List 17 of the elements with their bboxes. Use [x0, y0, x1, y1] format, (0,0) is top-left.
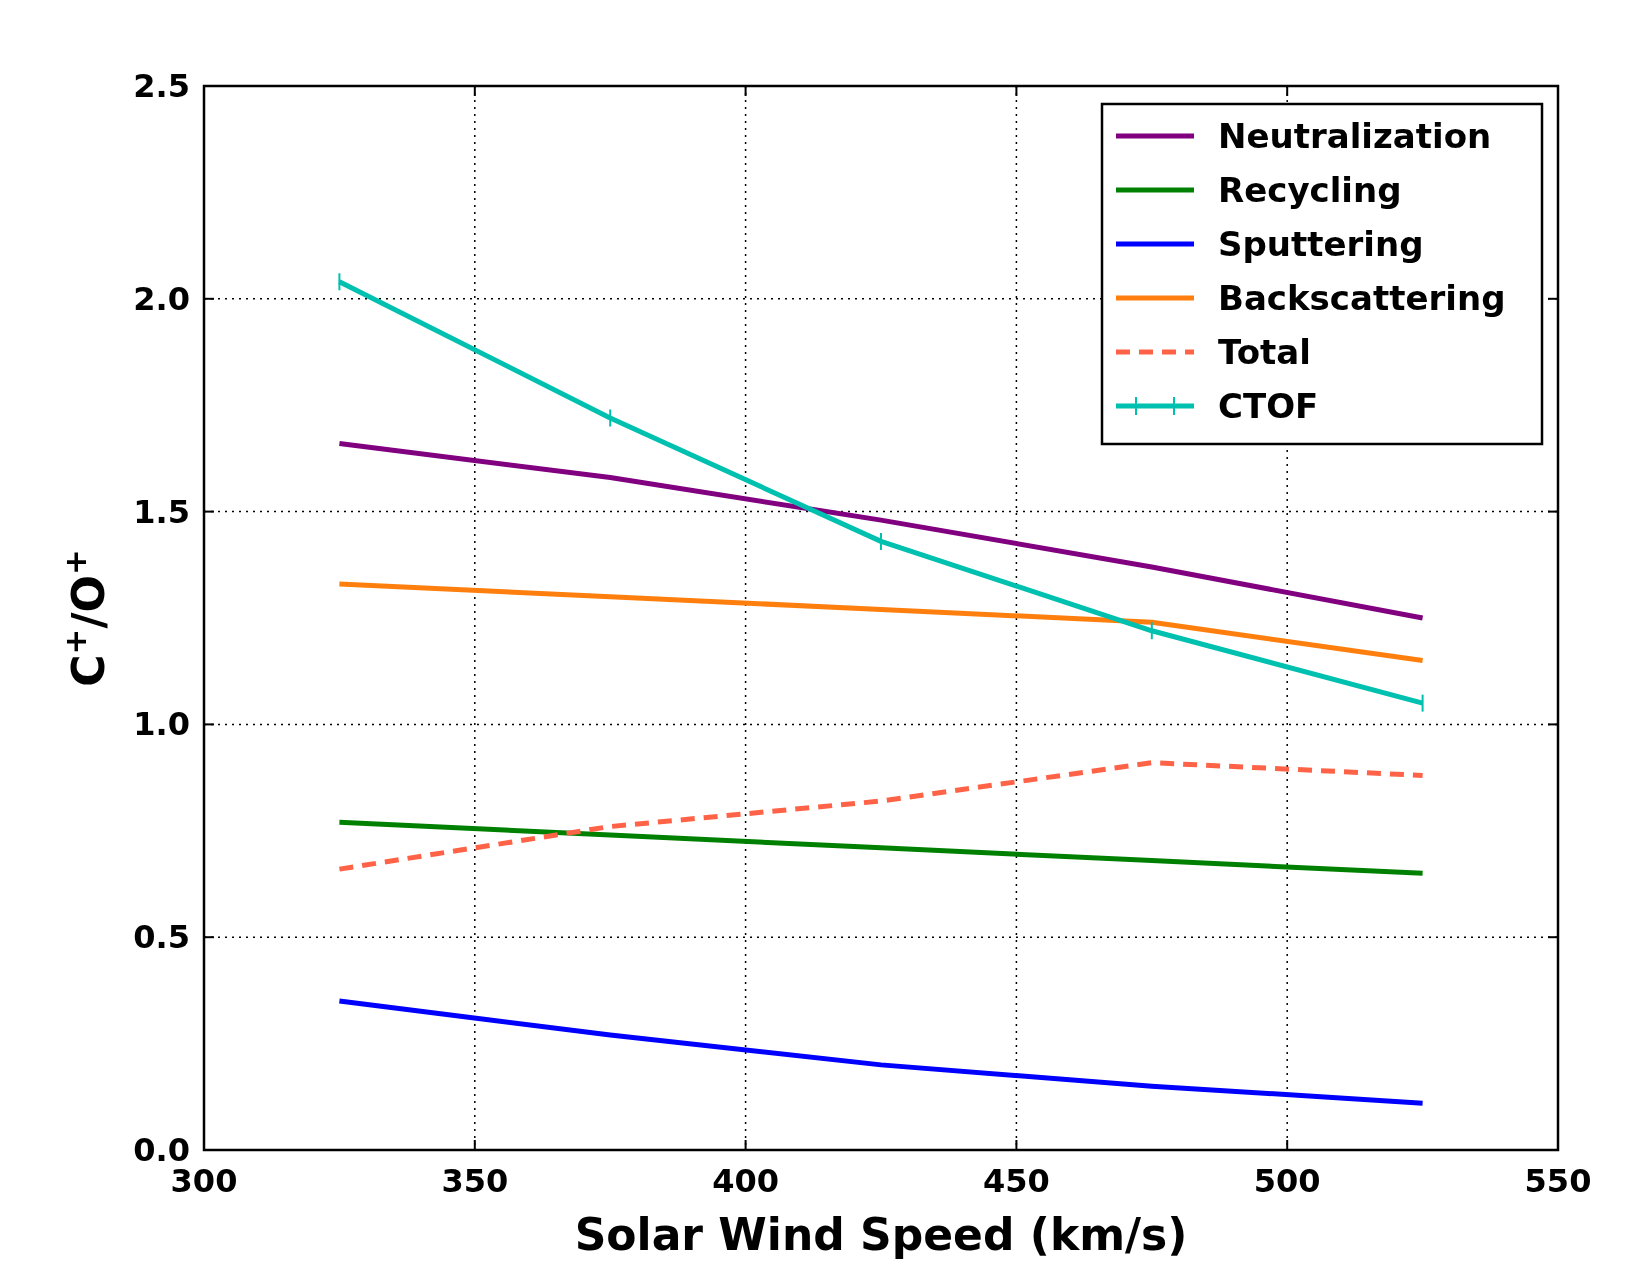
legend-label: Total	[1218, 332, 1311, 372]
y-tick-label: 0.5	[133, 918, 190, 957]
legend-label: Sputtering	[1218, 224, 1424, 264]
legend-label: Neutralization	[1218, 116, 1492, 156]
y-tick-label: 1.0	[133, 705, 190, 744]
y-tick-label: 1.5	[133, 492, 190, 531]
x-tick-label: 550	[1524, 1162, 1592, 1200]
x-axis-title: Solar Wind Speed (km/s)	[574, 1209, 1188, 1260]
y-tick-label: 2.0	[133, 279, 190, 318]
legend-label: Backscattering	[1218, 278, 1506, 318]
x-tick-label: 500	[1253, 1162, 1321, 1200]
legend-label: Recycling	[1218, 170, 1402, 210]
y-tick-label: 2.5	[133, 67, 190, 105]
x-tick-label: 350	[441, 1162, 509, 1200]
x-tick-label: 400	[712, 1162, 779, 1200]
x-tick-label: 450	[983, 1162, 1050, 1200]
legend-label: CTOF	[1218, 386, 1319, 426]
